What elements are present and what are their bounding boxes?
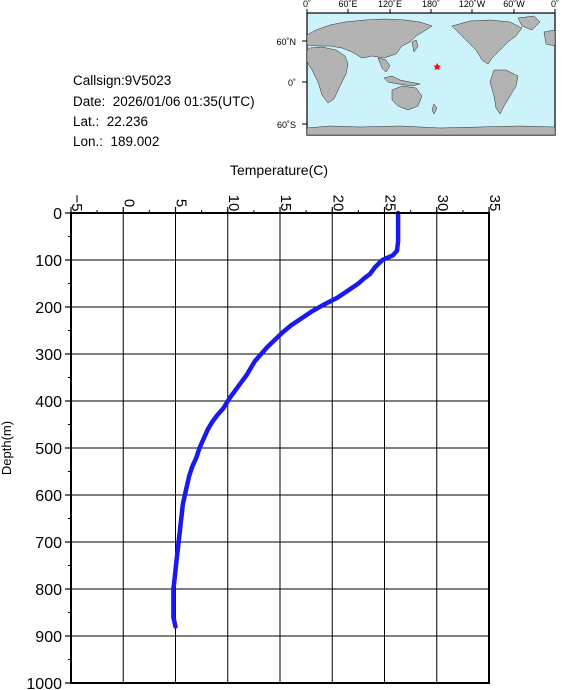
y-tick-label: 300 [35,347,62,364]
land-indonesia [383,75,421,87]
y-tick-label: 200 [35,300,62,317]
map-lon-label: 60˚W [503,0,525,9]
y-tick-label: 600 [35,488,62,505]
temperature-profile-line [171,210,401,629]
land-south-america [489,69,519,115]
land-greenland [517,15,541,31]
x-tick-label: 0 [120,199,137,207]
map-lat-label: 60˚S [277,120,296,130]
y-tick-labels: 0 100 200 300 400 500 600 700 800 900 1000 [26,206,62,690]
x-tick-label: 30 [434,195,451,212]
x-axis-label: Temperature(C) [230,162,328,178]
land-antarctica [306,125,556,136]
map-latitude-labels: 60˚N 0˚ 60˚S [276,37,296,130]
map-longitude-labels: 0˚ 60˚E 120˚E 180˚ 120˚W 60˚W 0˚ [303,0,559,9]
x-tick-label: 35 [486,195,503,212]
y-tick-label: 0 [53,206,62,223]
x-tick-label: −5 [68,194,85,211]
map-lon-label: 180˚ [422,0,440,9]
map-lat-ticks [302,40,307,125]
land-europe-asia [306,18,433,59]
longitude-text: Lon.: 189.002 [73,134,160,149]
land-africa [306,46,349,104]
land-japan [411,39,419,53]
chart-grid [70,212,490,684]
x-tick-label: 25 [382,195,399,212]
y-tick-label: 100 [35,253,62,270]
y-tick-label: 1000 [26,676,62,690]
map-lon-label: 60˚E [338,0,357,9]
land-europe-west [543,29,556,47]
date-text: Date: 2026/01/06 01:35(UTC) [73,94,255,109]
y-tick-label: 700 [35,535,62,552]
land-australia [391,85,423,111]
star-icon [433,62,441,71]
y-tick-label: 900 [35,629,62,646]
world-map: 0˚ 60˚E 120˚E 180˚ 120˚W 60˚W 0˚ 60˚N 0˚… [276,0,559,136]
x-tick-label: 5 [173,199,190,207]
land-north-america [451,19,523,65]
callsign-text: Callsign:9V5023 [73,73,172,88]
x-tick-label: 20 [329,195,346,212]
latitude-text: Lat.: 22.236 [73,114,149,129]
x-tick-labels: −5 0 5 10 15 20 25 30 35 [68,194,503,211]
x-tick-label: 10 [225,195,242,212]
map-lon-label: 0˚ [551,0,559,9]
map-land [306,15,556,136]
map-lon-label: 120˚W [459,0,486,9]
map-tick-marks [306,9,556,13]
land-indochina [377,57,391,73]
y-axis-label: Depth(m) [0,421,14,475]
chart-frame [70,212,490,684]
land-new-zealand [431,103,438,115]
map-lat-label: 0˚ [288,78,296,88]
map-lon-label: 0˚ [303,0,311,9]
x-tick-label: 15 [277,195,294,212]
y-tick-label: 400 [35,394,62,411]
chart-series [171,210,401,629]
chart-ticks [65,207,490,684]
y-tick-label: 500 [35,441,62,458]
map-lat-label: 60˚N [276,37,296,47]
map-lon-label: 120˚E [378,0,402,9]
y-tick-label: 800 [35,582,62,599]
